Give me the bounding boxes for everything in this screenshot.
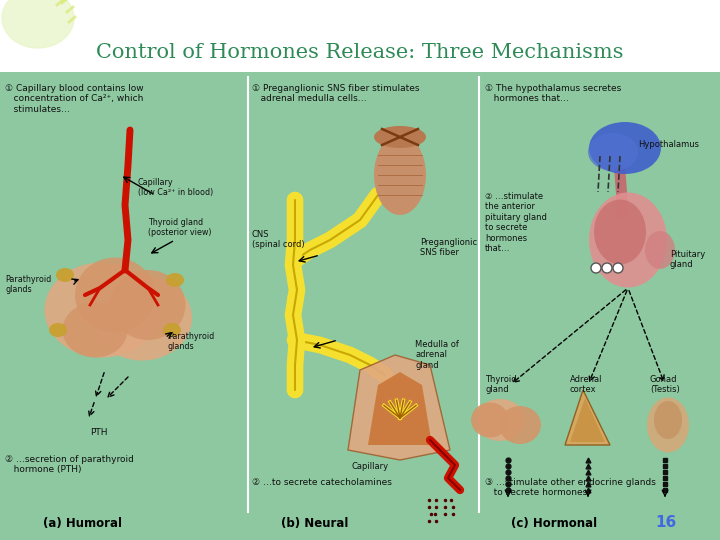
Text: ② …stimulate
the anterior
pituitary gland
to secrete
hormones
that…: ② …stimulate the anterior pituitary glan… [485,192,547,253]
Text: Thyroid
gland: Thyroid gland [485,375,517,394]
Text: ② …to secrete catecholamines: ② …to secrete catecholamines [252,478,392,487]
Polygon shape [348,355,450,460]
Bar [0,0,720,72]
Text: ① Preganglionic SNS fiber stimulates
   adrenal medulla cells…: ① Preganglionic SNS fiber stimulates adr… [252,84,420,103]
Ellipse shape [287,289,303,311]
Ellipse shape [645,231,675,269]
Polygon shape [565,390,610,445]
Ellipse shape [45,262,160,357]
Ellipse shape [56,268,74,282]
Ellipse shape [594,199,646,265]
Polygon shape [570,398,605,442]
Ellipse shape [374,126,426,148]
Text: Preganglionic
SNS fiber: Preganglionic SNS fiber [420,238,477,258]
Text: ③ …stimulate other endocrine glands
   to secrete hormones: ③ …stimulate other endocrine glands to s… [485,478,656,497]
Ellipse shape [166,273,184,287]
Polygon shape [368,372,432,445]
Ellipse shape [499,406,541,444]
Text: Capillary: Capillary [352,462,389,471]
Ellipse shape [374,135,426,215]
Text: Capillary
(low Ca²⁺ in blood): Capillary (low Ca²⁺ in blood) [138,178,213,198]
Ellipse shape [107,294,137,322]
Text: Adrenal
cortex: Adrenal cortex [570,375,603,394]
Text: Pituitary
gland: Pituitary gland [670,250,706,269]
Text: ① The hypothalamus secretes
   hormones that…: ① The hypothalamus secretes hormones tha… [485,84,621,103]
Text: (c) Hormonal: (c) Hormonal [511,517,598,530]
Text: (b) Neural: (b) Neural [281,517,348,530]
Ellipse shape [589,122,661,174]
Ellipse shape [49,323,67,337]
Text: Gonad
(Testis): Gonad (Testis) [650,375,680,394]
Ellipse shape [613,263,623,273]
Text: 16: 16 [655,515,677,530]
Ellipse shape [471,402,509,437]
Ellipse shape [602,263,612,273]
Text: PTH: PTH [90,428,107,437]
Ellipse shape [475,399,525,441]
Bar [0,72,720,540]
Ellipse shape [2,0,74,48]
Ellipse shape [588,133,638,171]
Text: ① Capillary blood contains low
   concentration of Ca²⁺, which
   stimulates…: ① Capillary blood contains low concentra… [5,84,143,114]
Ellipse shape [163,323,181,337]
Text: Parathyroid
glands: Parathyroid glands [168,332,215,352]
Ellipse shape [92,275,192,361]
Text: Hypothalamus: Hypothalamus [638,140,699,149]
Text: Thyroid gland
(posterior view): Thyroid gland (posterior view) [148,218,212,238]
Ellipse shape [647,397,689,453]
Text: CNS
(spinal cord): CNS (spinal cord) [252,230,305,249]
Ellipse shape [75,258,155,333]
Ellipse shape [591,263,601,273]
Ellipse shape [589,192,667,287]
Text: Parathyroid
glands: Parathyroid glands [5,275,51,294]
Text: Control of Hormones Release: Three Mechanisms: Control of Hormones Release: Three Mecha… [96,43,624,62]
Text: ② …secretion of parathyroid
   hormone (PTH): ② …secretion of parathyroid hormone (PTH… [5,455,134,475]
Ellipse shape [63,302,127,357]
Ellipse shape [110,270,186,340]
Text: Medulla of
adrenal
gland: Medulla of adrenal gland [415,340,459,370]
Ellipse shape [654,401,682,439]
Text: (a) Humoral: (a) Humoral [43,517,122,530]
